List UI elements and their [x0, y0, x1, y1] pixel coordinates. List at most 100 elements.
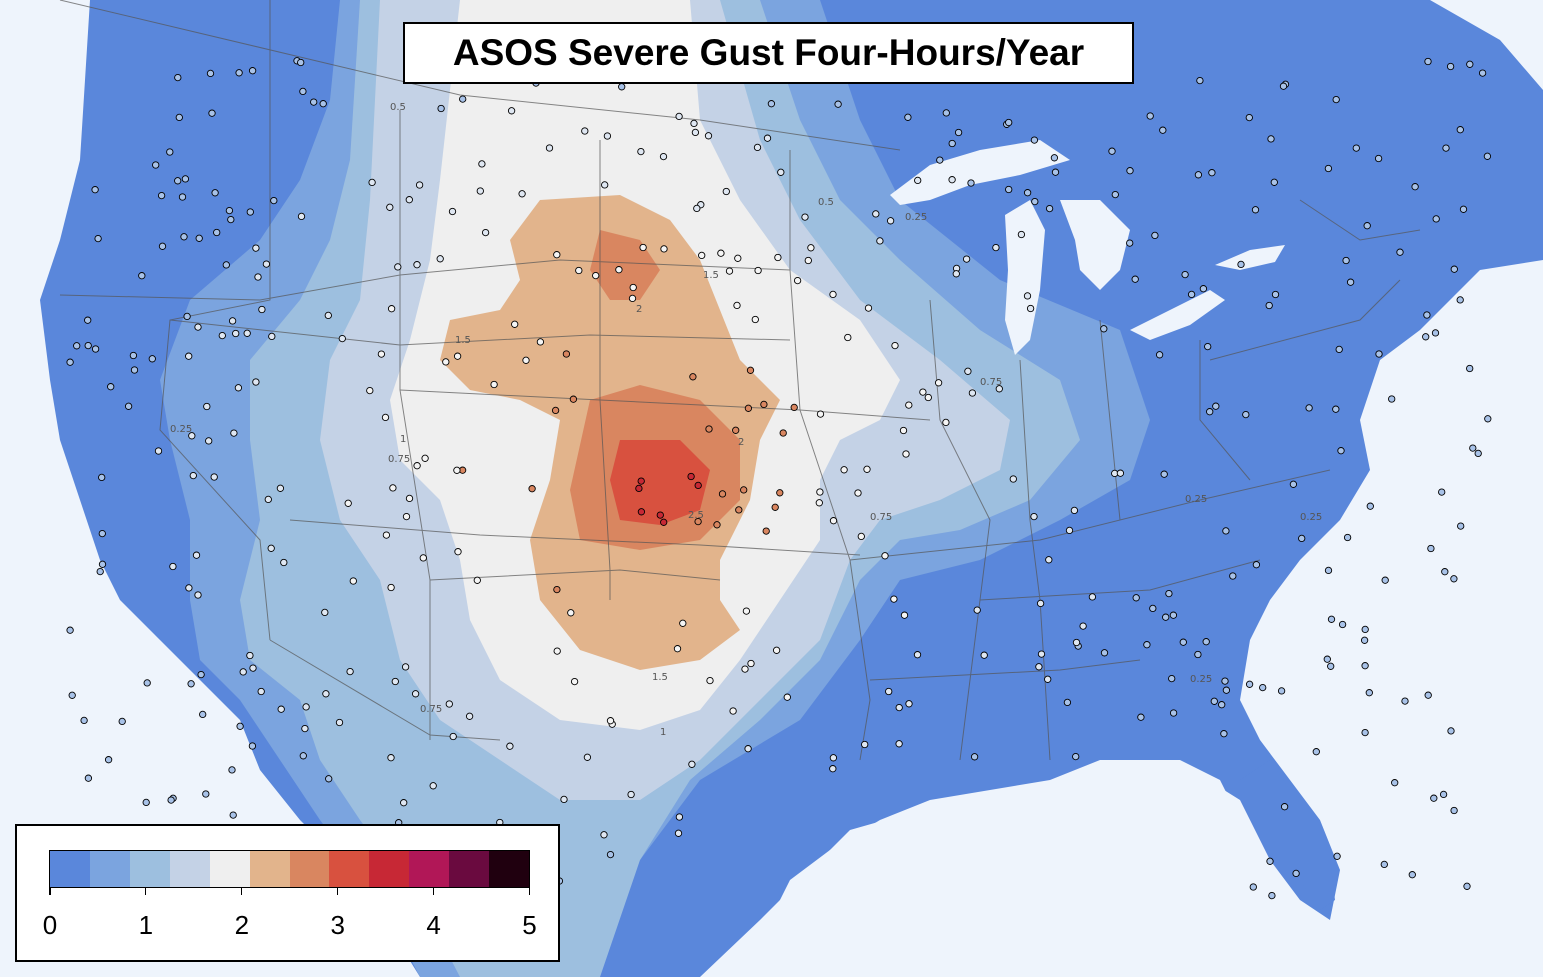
station-dot: [1466, 364, 1474, 373]
station-dot: [1466, 60, 1474, 68]
station-dot: [816, 410, 825, 418]
station-dot: [751, 315, 759, 324]
station-dot: [964, 367, 972, 375]
station-dot: [1088, 593, 1097, 601]
station-dot: [227, 215, 235, 224]
contour-label: 0.5: [818, 197, 834, 208]
station-dot: [346, 667, 354, 676]
station-dot: [1206, 408, 1214, 416]
station-dot: [104, 756, 113, 764]
station-dot: [91, 345, 100, 353]
station-dot: [148, 355, 156, 363]
station-dot: [1237, 260, 1245, 269]
station-dot: [84, 341, 92, 350]
station-dot: [152, 161, 160, 169]
station-dot: [96, 567, 104, 576]
station-dot: [297, 58, 305, 67]
colorbar-tick-label: 3: [330, 910, 345, 940]
station-dot: [459, 95, 467, 103]
station-dot: [592, 271, 600, 280]
station-dot: [1026, 304, 1035, 313]
station-dot: [705, 425, 713, 433]
station-dot: [1210, 697, 1218, 705]
station-dot: [1009, 475, 1017, 483]
station-dot: [1044, 675, 1052, 683]
station-dot: [262, 260, 271, 268]
station-dot: [804, 256, 812, 265]
contour-label: 0.75: [388, 454, 410, 465]
station-dot: [1251, 206, 1260, 214]
station-dot: [1181, 270, 1189, 279]
station-dot: [660, 518, 668, 526]
contour-label: 1.5: [455, 335, 471, 346]
station-dot: [202, 790, 210, 798]
station-dot: [232, 329, 240, 338]
station-dot: [674, 829, 683, 837]
station-dot: [107, 383, 115, 391]
contour-label: 1.5: [703, 270, 719, 281]
station-dot: [1070, 506, 1079, 515]
station-dot: [1079, 622, 1087, 630]
station-dot: [1245, 680, 1254, 688]
station-dot: [753, 143, 762, 152]
contour-label: 1: [400, 434, 406, 445]
station-dot: [66, 358, 74, 366]
station-dot: [698, 251, 706, 260]
station-dot: [1051, 168, 1060, 176]
station-dot: [735, 506, 743, 514]
station-dot: [905, 401, 913, 409]
station-dot: [1396, 248, 1404, 256]
station-dot: [381, 413, 390, 422]
map-title-box: ASOS Severe Gust Four-Hours/Year: [403, 22, 1134, 84]
contour-label: 0.75: [980, 377, 1002, 388]
station-dot: [299, 87, 307, 96]
station-dot: [673, 645, 682, 653]
station-dot: [349, 577, 357, 585]
station-dot: [1332, 405, 1340, 413]
station-dot: [1292, 869, 1300, 878]
station-dot: [387, 583, 395, 592]
station-dot: [1017, 230, 1026, 239]
lake-superior: [890, 140, 1070, 205]
station-dot: [774, 253, 782, 262]
station-dot: [829, 765, 837, 773]
colorbar-swatch: [89, 851, 130, 887]
station-dot: [454, 548, 462, 556]
station-dot: [129, 351, 138, 360]
station-dot: [815, 499, 823, 507]
station-dot: [1366, 502, 1374, 510]
station-dot: [1160, 470, 1168, 478]
station-dot: [618, 83, 626, 91]
station-dot: [386, 203, 394, 211]
station-dot: [338, 334, 346, 343]
station-dot: [1045, 204, 1054, 213]
station-dot: [205, 437, 213, 445]
contour-label: 0.25: [1185, 494, 1207, 505]
station-dot: [886, 217, 895, 225]
colorbar-tick-label: 1: [138, 910, 154, 940]
station-dot: [583, 753, 592, 761]
station-dot: [189, 471, 197, 480]
station-dot: [1151, 231, 1159, 240]
station-dot: [606, 850, 615, 859]
colorbar-swatch: [249, 851, 290, 887]
station-dot: [175, 113, 183, 122]
station-dot: [1327, 662, 1335, 670]
station-dot: [138, 272, 146, 280]
station-dot: [1324, 164, 1333, 173]
station-dot: [936, 156, 944, 164]
station-dot: [234, 384, 243, 392]
station-dot: [1360, 636, 1369, 644]
station-dot: [1149, 604, 1157, 613]
station-dot: [1478, 69, 1487, 77]
station-dot: [551, 406, 560, 415]
station-dot: [1337, 447, 1345, 455]
station-dot: [801, 213, 809, 221]
station-dot: [536, 338, 545, 346]
station-dot: [465, 712, 474, 720]
station-dot: [691, 128, 700, 137]
station-dot: [98, 560, 107, 568]
station-dot: [249, 664, 257, 672]
station-dot: [246, 651, 254, 660]
station-dot: [600, 831, 608, 839]
